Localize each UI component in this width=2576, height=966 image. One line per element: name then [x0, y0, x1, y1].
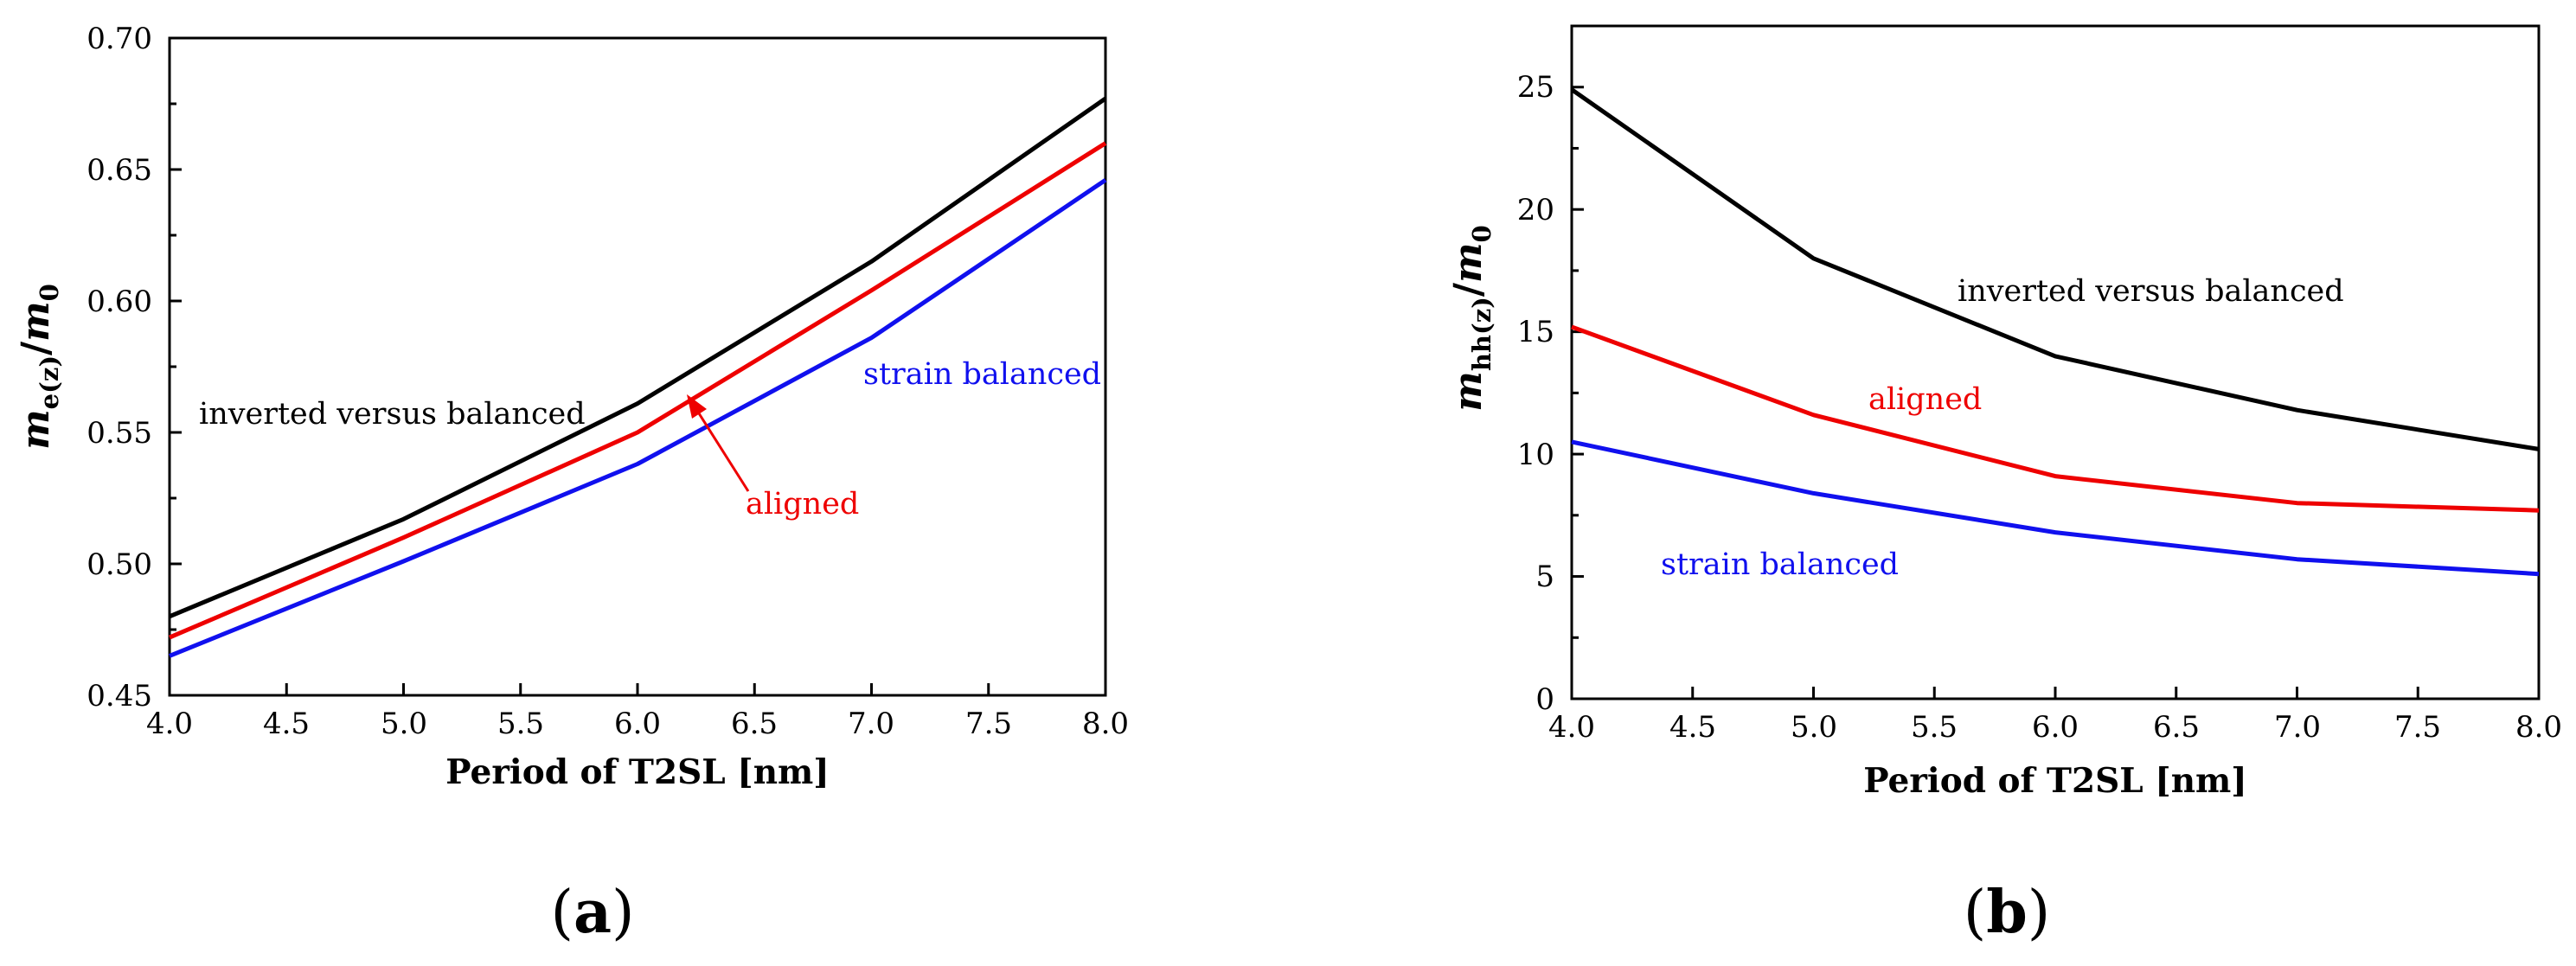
ticks-a — [168, 36, 1107, 697]
y-tick-label: 0.45 — [87, 679, 152, 713]
series-group-a — [169, 96, 1107, 658]
x-tick-label: 7.0 — [2274, 710, 2321, 745]
x-tick-label: 7.5 — [965, 707, 1012, 741]
y-axis-label-b: mhh(z)/m0 — [1446, 225, 1496, 411]
series-line-aligned — [169, 141, 1107, 640]
x-tick-label: 4.0 — [146, 707, 193, 741]
series-line-inverted-versus-balanced — [1570, 87, 2540, 451]
chart-panel-b: 4.0 4.5 5.0 5.5 6.0 6.5 7.0 7.5 8.0 0 5 … — [1446, 24, 2562, 947]
x-tick-label: 5.5 — [497, 707, 544, 741]
x-tick-label: 6.5 — [731, 707, 778, 741]
y-tick-labels-b: 0 5 10 15 20 25 — [1517, 70, 1554, 717]
y-tick-label: 15 — [1517, 315, 1554, 349]
x-axis-label-b: Period of T2SL [nm] — [1863, 761, 2247, 801]
annotation-aligned-b: aligned — [1868, 382, 1982, 417]
x-tick-label: 4.0 — [1548, 710, 1595, 745]
series-line-strain-balanced — [1571, 439, 2540, 577]
y-axis-label-a: me(z)/m0 — [14, 284, 64, 450]
x-tick-label: 4.5 — [1669, 710, 1716, 745]
x-tick-label: 5.0 — [381, 707, 427, 741]
y-tick-label: 20 — [1517, 193, 1554, 227]
series-line-aligned — [1571, 324, 2540, 513]
y-tick-label: 0.70 — [87, 22, 152, 56]
x-tick-label: 6.5 — [2153, 710, 2200, 745]
y-tick-label: 0.55 — [87, 416, 152, 451]
x-tick-label: 5.5 — [1911, 710, 1958, 745]
y-tick-label: 0.65 — [87, 153, 152, 188]
annotation-aligned-a: aligned — [746, 487, 859, 521]
x-tick-label: 8.0 — [2515, 710, 2562, 745]
y-tick-label: 5 — [1535, 560, 1554, 594]
panel-label-b: (b) — [1964, 878, 2051, 947]
x-tick-label: 6.0 — [2032, 710, 2079, 745]
x-tick-label: 8.0 — [1082, 707, 1129, 741]
x-tick-label: 5.0 — [1791, 710, 1837, 745]
y-tick-label: 0.60 — [87, 285, 152, 319]
annotation-strain-b: strain balanced — [1661, 547, 1899, 582]
y-tick-label: 0.50 — [87, 547, 152, 582]
annotation-strain-a: strain balanced — [863, 357, 1101, 392]
annotation-arrow-a — [687, 394, 750, 492]
annotation-inverted-a: inverted versus balanced — [199, 397, 586, 432]
x-axis-label-a: Period of T2SL [nm] — [445, 752, 830, 792]
series-group-b — [1570, 87, 2540, 577]
series-line-inverted-versus-balanced — [169, 96, 1107, 619]
x-tick-label: 7.0 — [848, 707, 894, 741]
y-tick-label: 10 — [1517, 438, 1554, 472]
svg-text:mhh(z)/m0: mhh(z)/m0 — [1446, 225, 1496, 411]
y-tick-labels-a: 0.45 0.50 0.55 0.60 0.65 0.70 — [87, 22, 152, 713]
chart-panel-a: 4.0 4.5 5.0 5.5 6.0 6.5 7.0 7.5 8.0 0.45… — [14, 22, 1129, 947]
annotation-inverted-b: inverted versus balanced — [1958, 274, 2344, 309]
svg-text:me(z)/m0: me(z)/m0 — [14, 284, 64, 450]
panel-label-a: (a) — [550, 878, 634, 947]
ticks-b — [1570, 24, 2541, 701]
y-tick-label: 0 — [1535, 682, 1554, 717]
x-tick-labels-a: 4.0 4.5 5.0 5.5 6.0 6.5 7.0 7.5 8.0 — [146, 707, 1129, 741]
x-tick-label: 7.5 — [2394, 710, 2441, 745]
x-tick-labels-b: 4.0 4.5 5.0 5.5 6.0 6.5 7.0 7.5 8.0 — [1548, 710, 2562, 745]
x-tick-label: 4.5 — [263, 707, 310, 741]
x-tick-label: 6.0 — [614, 707, 661, 741]
y-tick-label: 25 — [1517, 70, 1554, 105]
series-line-strain-balanced — [169, 178, 1107, 658]
